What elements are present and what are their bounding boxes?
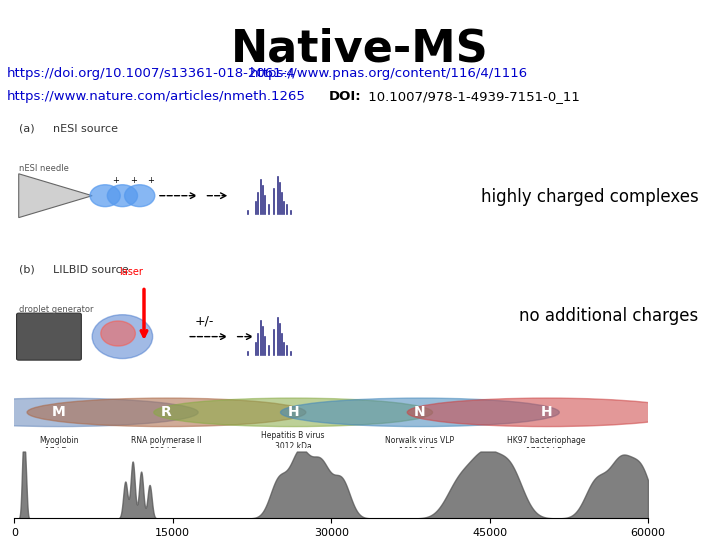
Text: nESI needle: nESI needle	[19, 164, 68, 173]
Text: H: H	[287, 406, 299, 420]
Text: (b): (b)	[19, 265, 35, 275]
Text: Hepatitis B virus
3012 kDa
4014 kDa: Hepatitis B virus 3012 kDa 4014 kDa	[261, 431, 325, 461]
Text: Native-MS: Native-MS	[231, 27, 489, 70]
Text: +: +	[147, 176, 154, 185]
Text: Norwalk virus VLP
10100 kDa: Norwalk virus VLP 10100 kDa	[385, 436, 454, 456]
Text: +: +	[112, 176, 120, 185]
Text: +: +	[130, 176, 137, 185]
Text: https://www.pnas.org/content/116/4/1116: https://www.pnas.org/content/116/4/1116	[250, 68, 528, 80]
Text: highly charged complexes: highly charged complexes	[481, 188, 698, 206]
Text: DOI:: DOI:	[329, 90, 361, 103]
Text: RNA polymerase II
539 kDa: RNA polymerase II 539 kDa	[131, 436, 202, 456]
Circle shape	[281, 398, 559, 427]
Circle shape	[125, 185, 155, 207]
Text: Myoglobin
17 kDa: Myoglobin 17 kDa	[39, 436, 78, 456]
Text: LILBID source: LILBID source	[53, 265, 129, 275]
Circle shape	[27, 398, 306, 427]
Circle shape	[0, 398, 198, 427]
Polygon shape	[19, 174, 92, 218]
Circle shape	[107, 185, 138, 207]
Circle shape	[101, 321, 135, 346]
Text: https://www.nature.com/articles/nmeth.1265: https://www.nature.com/articles/nmeth.12…	[7, 90, 306, 103]
Text: 10.1007/978-1-4939-7151-0_11: 10.1007/978-1-4939-7151-0_11	[364, 90, 580, 103]
Circle shape	[92, 315, 153, 359]
Text: droplet generator: droplet generator	[19, 305, 93, 314]
Text: laser: laser	[119, 267, 143, 277]
Text: nESI source: nESI source	[53, 124, 118, 134]
Text: N: N	[414, 406, 426, 420]
Text: (a): (a)	[19, 124, 35, 134]
Circle shape	[154, 398, 433, 427]
Text: H: H	[541, 406, 552, 420]
Circle shape	[408, 398, 686, 427]
Text: R: R	[161, 406, 172, 420]
Text: HK97 bacteriophage
17900 kDa: HK97 bacteriophage 17900 kDa	[508, 436, 586, 456]
FancyBboxPatch shape	[17, 313, 81, 360]
Text: +/-: +/-	[195, 314, 214, 327]
Circle shape	[90, 185, 120, 207]
Text: no additional charges: no additional charges	[519, 307, 698, 325]
Text: M: M	[52, 406, 66, 420]
Text: https://doi.org/10.1007/s13361-018-2061-4: https://doi.org/10.1007/s13361-018-2061-…	[7, 68, 296, 80]
